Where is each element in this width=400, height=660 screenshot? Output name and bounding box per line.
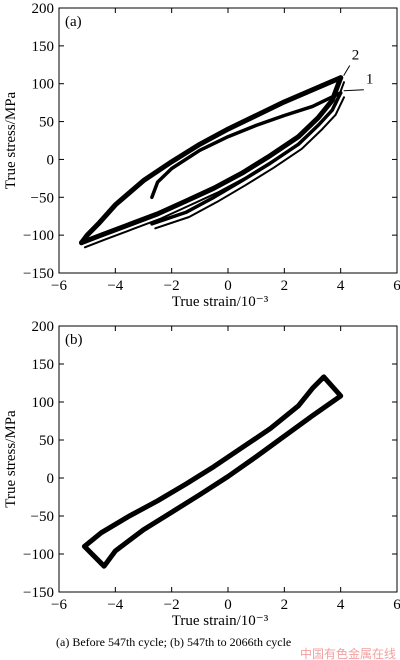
panel-a: −6 −4 −2 0 2 4 6 −150 −100 −50 0 50 100 150 200 True st… <box>3 1 400 310</box>
unloading-branch <box>150 91 343 200</box>
y-tick-label: −50 <box>31 190 54 206</box>
annotation-leader <box>343 65 351 76</box>
y-tick-label: 150 <box>32 357 55 373</box>
x-tick-label: 4 <box>337 597 345 613</box>
x-tick-label: −6 <box>51 278 67 294</box>
annotation-leader <box>343 89 364 92</box>
x-tick-label: 2 <box>281 278 289 294</box>
hysteresis-loop-1 <box>79 75 345 249</box>
panel-b: −6 −4 −2 0 2 4 6 −150 −100 −50 0 50 100 150 200 True st… <box>3 319 400 629</box>
y-tick-label: 150 <box>32 39 55 55</box>
y-tick-label: −50 <box>31 509 54 525</box>
y-tick-label: −150 <box>23 585 54 601</box>
y-tick-label: 100 <box>32 77 55 93</box>
watermark-text: 中国有色金属在线 <box>300 646 396 660</box>
x-tick-label: 2 <box>281 597 289 613</box>
x-axis-title: True strain/10⁻³ <box>172 294 269 310</box>
y-tick-label: −100 <box>23 228 54 244</box>
y-tick-label: −150 <box>23 266 54 282</box>
y-tick-label: −100 <box>23 547 54 563</box>
x-tick-label: −2 <box>164 278 180 294</box>
overlap-branch <box>154 96 345 230</box>
loading-branch <box>150 91 343 226</box>
x-tick-label: 6 <box>393 278 400 294</box>
y-tick-label: 50 <box>39 433 54 449</box>
y-tick-label: 200 <box>32 319 55 335</box>
x-axis-title: True strain/10⁻³ <box>172 613 269 629</box>
y-tick-label: 100 <box>32 395 55 411</box>
y-tick-label: 200 <box>32 1 55 17</box>
hysteresis-loop-1 <box>81 374 344 569</box>
x-tick-label: −6 <box>51 597 67 613</box>
panel-label: (b) <box>65 332 83 348</box>
loading-branch <box>79 75 344 246</box>
y-tick-label: 50 <box>39 115 54 131</box>
y-axis-title: True stress/MPa <box>3 91 19 189</box>
x-tick-label: −4 <box>107 278 123 294</box>
unloading-branch <box>79 75 344 246</box>
hysteresis-loop-2 <box>150 91 345 230</box>
x-tick-label: 6 <box>393 597 400 613</box>
x-tick-label: 0 <box>224 597 232 613</box>
y-tick-label: 0 <box>47 471 55 487</box>
panel-label: (a) <box>65 14 82 30</box>
annotation-label: 1 <box>366 72 374 88</box>
y-tick-label: 0 <box>47 152 55 168</box>
annotation-label: 2 <box>352 47 360 63</box>
x-tick-label: −2 <box>164 597 180 613</box>
x-tick-label: −4 <box>107 597 123 613</box>
figure-caption: (a) Before 547th cycle; (b) 547th to 206… <box>56 635 291 649</box>
x-tick-label: 0 <box>224 278 232 294</box>
y-axis-title: True stress/MPa <box>3 410 19 508</box>
loop-path <box>81 374 344 569</box>
x-tick-label: 4 <box>337 278 345 294</box>
